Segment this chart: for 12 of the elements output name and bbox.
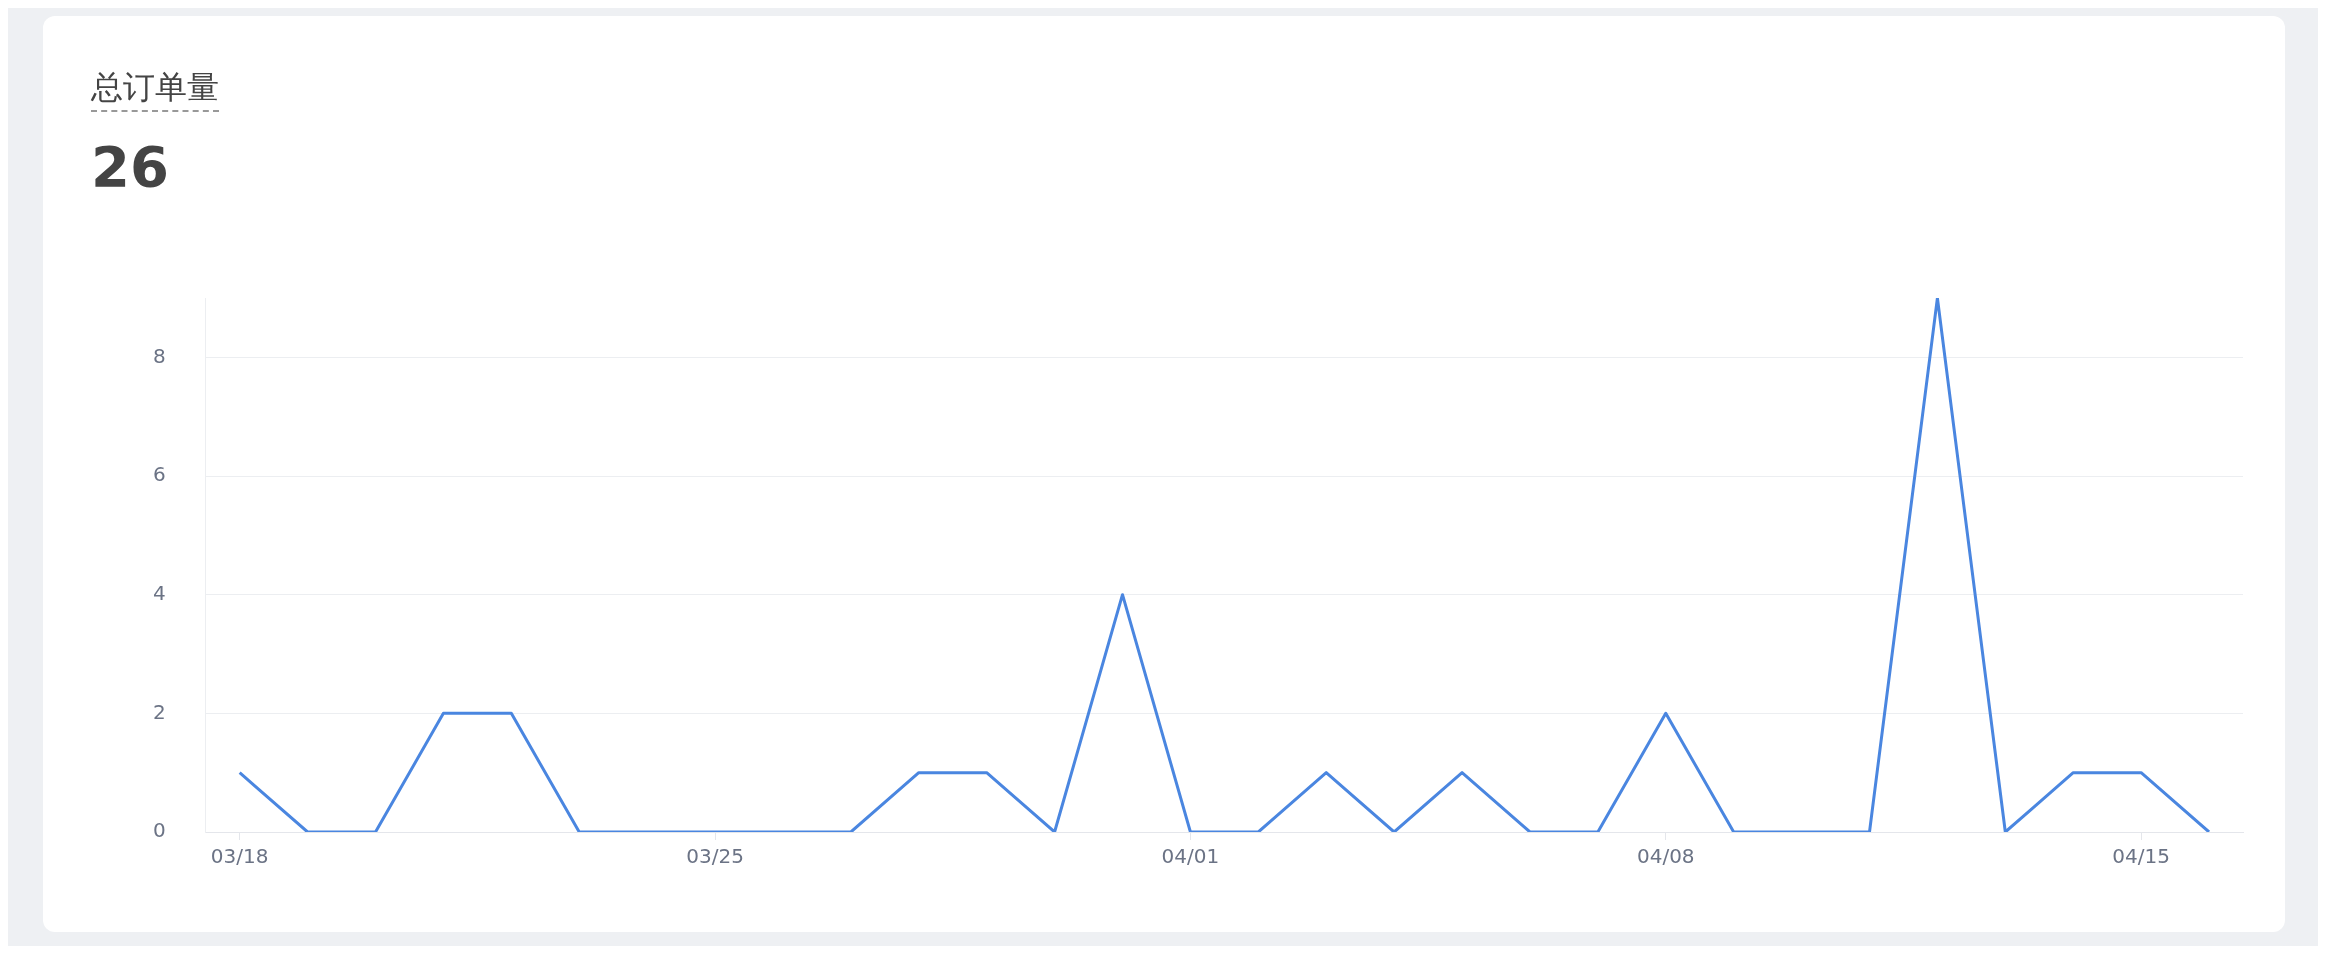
x-tick-label: 03/25 xyxy=(686,844,744,869)
y-tick-label: 2 xyxy=(152,699,166,724)
x-tick-label: 03/18 xyxy=(210,844,269,869)
x-tick-label: 04/08 xyxy=(1636,844,1695,869)
y-tick-label: 8 xyxy=(152,343,166,368)
x-tick-label: 04/15 xyxy=(2112,844,2170,869)
x-tick-label: 04/01 xyxy=(1161,844,1220,869)
y-tick-label: 4 xyxy=(152,580,166,605)
chart-subtitle: 26 xyxy=(91,134,169,199)
y-tick-label: 0 xyxy=(152,818,166,843)
y-tick-label: 6 xyxy=(152,462,166,487)
chart-title: 总订单量 xyxy=(91,68,219,112)
